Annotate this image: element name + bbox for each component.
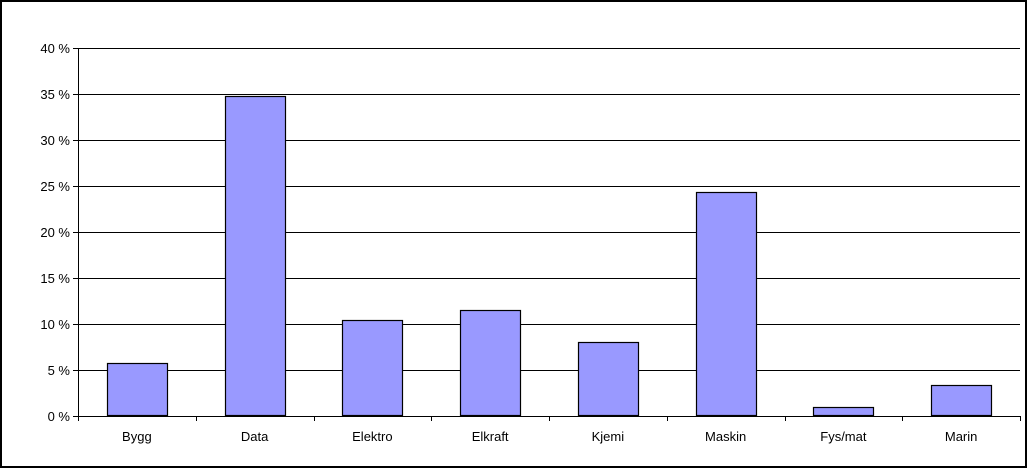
y-tick-label: 0 % <box>48 409 71 424</box>
y-tick-label: 40 % <box>40 41 70 56</box>
axes <box>73 48 1021 421</box>
x-tick-label: Bygg <box>122 429 152 444</box>
x-tick-labels: Bygg Data Elektro Elkraft Kjemi Maskin Fys/mat… <box>122 429 977 444</box>
x-tick-label: Data <box>241 429 269 444</box>
bar-maskin <box>695 191 758 417</box>
bars <box>106 95 993 417</box>
y-tick-label: 15 % <box>40 271 70 286</box>
bar-elkraft <box>459 309 522 417</box>
y-tick-labels: 0 % 5 % 10 % 15 % 20 % 25 % 30 % 35 % 40 % <box>40 41 70 424</box>
x-tick-label: Maskin <box>705 429 746 444</box>
y-tick-label: 5 % <box>48 363 71 378</box>
y-tick-label: 30 % <box>40 133 70 148</box>
bar-bygg <box>106 362 169 417</box>
x-tick-label: Fys/mat <box>820 429 867 444</box>
bar-marin <box>930 384 993 417</box>
y-tick-label: 35 % <box>40 87 70 102</box>
x-tick-label: Marin <box>945 429 978 444</box>
bar-fys-mat <box>812 406 875 417</box>
x-tick-label: Elektro <box>352 429 392 444</box>
bar-kjemi <box>577 341 640 417</box>
gridlines <box>78 48 1020 371</box>
y-tick-label: 20 % <box>40 225 70 240</box>
bar-data <box>224 95 287 417</box>
y-tick-label: 10 % <box>40 317 70 332</box>
x-tick-label: Kjemi <box>592 429 625 444</box>
bar-elektro <box>341 319 404 417</box>
x-tick-label: Elkraft <box>472 429 509 444</box>
y-tick-label: 25 % <box>40 179 70 194</box>
